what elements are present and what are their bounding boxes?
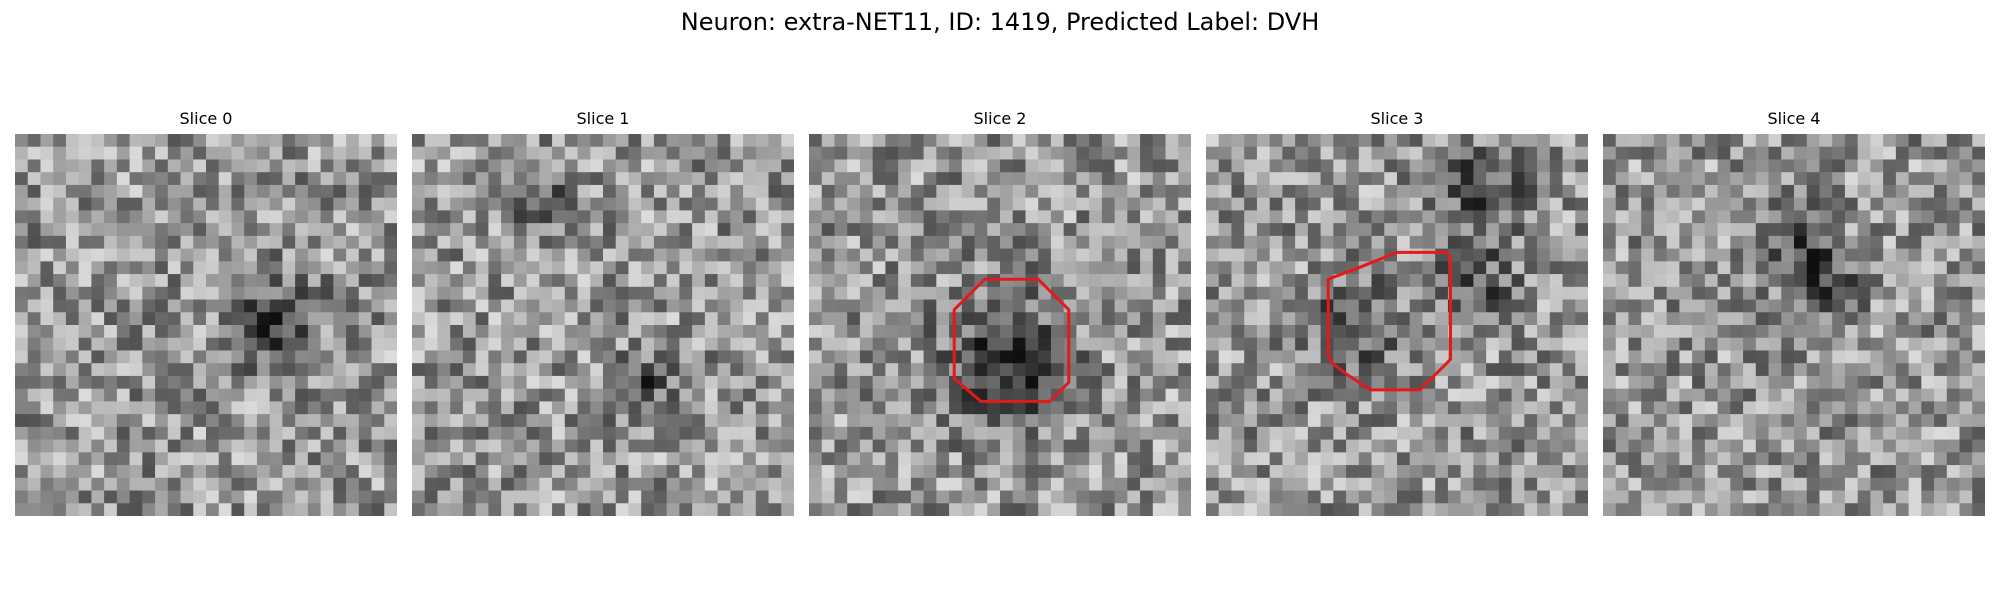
slice-image xyxy=(412,134,794,516)
slice-title: Slice 4 xyxy=(1767,109,1821,128)
slice-panel-0: Slice 0 xyxy=(15,108,397,516)
slice-panel-1: Slice 1 xyxy=(412,108,794,516)
slice-image xyxy=(1603,134,1985,516)
slice-title: Slice 3 xyxy=(1370,109,1424,128)
slice-image xyxy=(15,134,397,516)
slice-title: Slice 2 xyxy=(973,109,1027,128)
roi-contour xyxy=(952,277,1071,403)
roi-contour xyxy=(1326,250,1452,392)
slice-title: Slice 0 xyxy=(179,109,233,128)
slice-image xyxy=(1206,134,1588,516)
slice-title: Slice 1 xyxy=(576,109,630,128)
slice-image xyxy=(809,134,1191,516)
slice-panel-2: Slice 2 xyxy=(809,108,1191,516)
slice-panel-3: Slice 3 xyxy=(1206,108,1588,516)
figure-title: Neuron: extra-NET11, ID: 1419, Predicted… xyxy=(680,8,1320,36)
slice-panel-4: Slice 4 xyxy=(1603,108,1985,516)
